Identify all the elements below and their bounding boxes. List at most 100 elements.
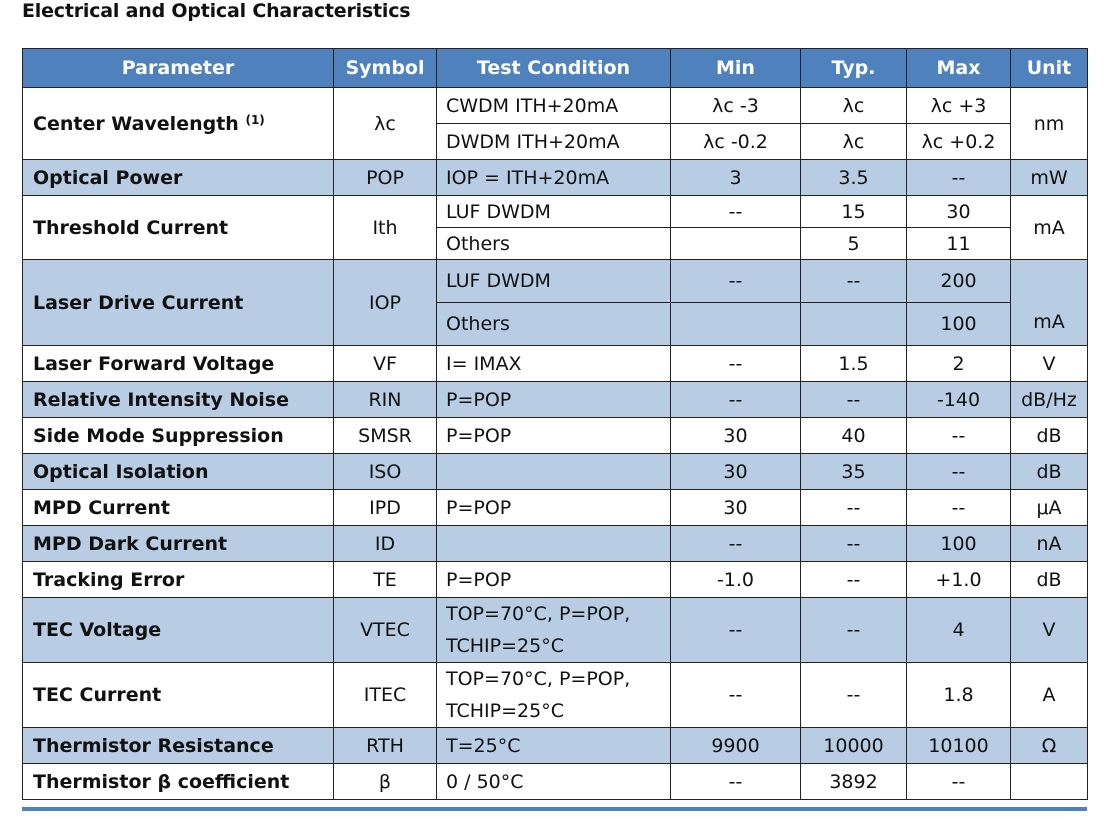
max-cell: 30 <box>906 195 1011 228</box>
min-cell: -- <box>670 597 801 663</box>
param-cell: Laser Forward Voltage <box>22 345 334 382</box>
typ-cell: -- <box>800 259 907 303</box>
min-cell: 9900 <box>670 727 801 764</box>
table-row: TEC Current ITEC TOP=70°C, P=POP, TCHIP=2… <box>22 662 1088 728</box>
header-min: Min <box>670 48 801 88</box>
condition-cell: 0 / 50°C <box>436 763 671 800</box>
symbol-cell: VTEC <box>333 597 437 663</box>
max-cell: -140 <box>906 381 1011 418</box>
min-cell: 3 <box>670 159 801 196</box>
param-cell: Laser Drive Current <box>22 259 334 346</box>
max-cell: -- <box>906 489 1011 526</box>
table-row: Laser Forward Voltage VF I= IMAX -- 1.5 … <box>22 345 1088 382</box>
typ-cell: 3892 <box>800 763 907 800</box>
min-cell: 30 <box>670 489 801 526</box>
characteristics-table: Parameter Symbol Test Condition Min Typ.… <box>22 48 1088 800</box>
unit-cell: mA <box>1010 195 1088 260</box>
unit-cell: dB <box>1010 561 1088 598</box>
max-cell: -- <box>906 763 1011 800</box>
table-row: Others 100 <box>23 302 1088 346</box>
min-cell: -- <box>670 259 801 303</box>
min-cell <box>670 227 801 260</box>
condition-cell: CWDM ITH+20mA <box>436 87 671 124</box>
min-cell: 30 <box>670 417 801 454</box>
unit-cell: nm <box>1010 87 1088 160</box>
condition-cell: I= IMAX <box>436 345 671 382</box>
typ-cell: 15 <box>800 195 907 228</box>
param-cell: Thermistor Resistance <box>22 727 334 764</box>
symbol-cell: RTH <box>333 727 437 764</box>
min-cell: -- <box>670 763 801 800</box>
max-cell: 100 <box>906 525 1011 562</box>
typ-cell: -- <box>800 662 907 728</box>
symbol-cell: ISO <box>333 453 437 490</box>
typ-cell: -- <box>800 597 907 663</box>
unit-cell: V <box>1010 345 1088 382</box>
typ-cell: 10000 <box>800 727 907 764</box>
typ-cell: λc <box>800 123 907 160</box>
condition-cell: DWDM ITH+20mA <box>436 123 671 160</box>
unit-cell: μA <box>1010 489 1088 526</box>
param-cell: Optical Isolation <box>22 453 334 490</box>
unit-cell: mW <box>1010 159 1088 196</box>
header-unit: Unit <box>1010 48 1088 88</box>
max-cell: 200 <box>906 259 1011 303</box>
condition-cell <box>436 453 671 490</box>
unit-cell <box>1010 763 1088 800</box>
condition-cell: Others <box>436 302 671 346</box>
min-cell: λc -0.2 <box>670 123 801 160</box>
max-cell: -- <box>906 453 1011 490</box>
header-condition: Test Condition <box>436 48 671 88</box>
table-row: MPD Dark Current ID -- -- 100 nA <box>22 525 1088 562</box>
param-cell: MPD Dark Current <box>22 525 334 562</box>
typ-cell: -- <box>800 489 907 526</box>
typ-cell: -- <box>800 525 907 562</box>
min-cell: -- <box>670 381 801 418</box>
unit-cell: dB/Hz <box>1010 381 1088 418</box>
condition-cell: Others <box>436 227 671 260</box>
max-cell: λc +0.2 <box>906 123 1011 160</box>
min-cell: λc -3 <box>670 87 801 124</box>
max-cell: λc +3 <box>906 87 1011 124</box>
typ-cell: -- <box>800 561 907 598</box>
unit-cell: dB <box>1010 453 1088 490</box>
param-cell: Thermistor β coefficient <box>22 763 334 800</box>
unit-cell: Ω <box>1010 727 1088 764</box>
param-cell: TEC Voltage <box>22 597 334 663</box>
typ-cell: 3.5 <box>800 159 907 196</box>
table-row: Relative Intensity Noise RIN P=POP -- --… <box>22 381 1088 418</box>
table-bottom-rule <box>22 807 1087 811</box>
max-cell: -- <box>906 159 1011 196</box>
header-max: Max <box>906 48 1011 88</box>
table-row: Thermistor Resistance RTH T=25°C 9900 10… <box>22 727 1088 764</box>
condition-cell: TOP=70°C, P=POP, TCHIP=25°C <box>436 597 671 663</box>
min-cell: -- <box>670 345 801 382</box>
param-cell: Relative Intensity Noise <box>22 381 334 418</box>
condition-cell <box>436 525 671 562</box>
footnote-ref: (1) <box>245 112 265 127</box>
min-cell <box>670 302 801 346</box>
typ-cell: 35 <box>800 453 907 490</box>
condition-cell: P=POP <box>436 381 671 418</box>
table-row: Side Mode Suppression SMSR P=POP 30 40 -… <box>22 417 1088 454</box>
table-row: Thermistor β coefficient β 0 / 50°C -- 3… <box>22 763 1088 800</box>
param-cell: Side Mode Suppression <box>22 417 334 454</box>
param-cell: Tracking Error <box>22 561 334 598</box>
table-row: DWDM ITH+20mA λc -0.2 λc λc +0.2 <box>23 123 1088 160</box>
condition-cell: LUF DWDM <box>436 195 671 228</box>
page-title: Electrical and Optical Characteristics <box>22 0 411 22</box>
condition-cell: P=POP <box>436 489 671 526</box>
symbol-cell: Ith <box>333 195 437 260</box>
typ-cell: -- <box>800 381 907 418</box>
condition-cell: LUF DWDM <box>436 259 671 303</box>
symbol-cell: β <box>333 763 437 800</box>
symbol-cell: IOP <box>333 259 437 346</box>
symbol-cell: POP <box>333 159 437 196</box>
header-parameter: Parameter <box>22 48 334 88</box>
param-cell: MPD Current <box>22 489 334 526</box>
unit-cell: V <box>1010 597 1088 663</box>
max-cell: 1.8 <box>906 662 1011 728</box>
symbol-cell: SMSR <box>333 417 437 454</box>
max-cell: 4 <box>906 597 1011 663</box>
typ-cell: 1.5 <box>800 345 907 382</box>
